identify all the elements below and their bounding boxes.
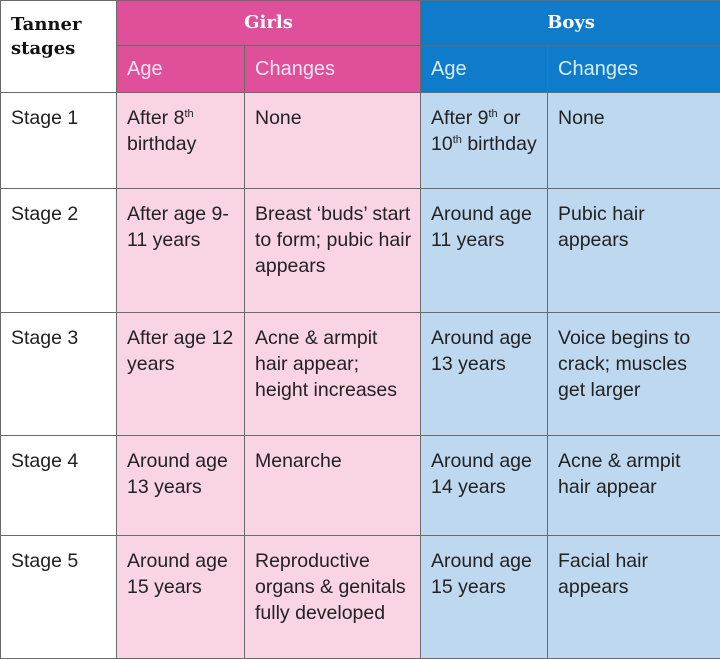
- age-text-pre: Around age 15 years: [431, 550, 532, 598]
- age-text-sup: th: [488, 108, 497, 120]
- boys-age-cell: Around age 14 years: [421, 436, 548, 536]
- boys-changes-header: Changes: [548, 46, 720, 93]
- boys-changes-cell: Pubic hair appears: [548, 189, 720, 313]
- age-text-pre: After 8: [127, 107, 184, 129]
- age-text-sup2: th: [453, 134, 462, 146]
- girls-changes-text: Reproductive organs & genitals fully dev…: [255, 550, 406, 624]
- girls-header: Girls: [117, 1, 421, 46]
- stage-label: Stage 2: [11, 203, 78, 225]
- age-text-pre: Around age 15 years: [127, 550, 228, 598]
- girls-changes-text: Menarche: [255, 450, 342, 472]
- stage-cell: Stage 2: [1, 189, 117, 313]
- stage-label: Stage 4: [11, 450, 78, 472]
- age-text-sup: th: [184, 108, 193, 120]
- boys-changes-cell: None: [548, 93, 720, 189]
- girls-age-header: Age: [117, 46, 245, 93]
- age-text-post: birthday: [462, 133, 537, 155]
- girls-changes-cell: Reproductive organs & genitals fully dev…: [245, 536, 421, 659]
- boys-age-cell: Around age 15 years: [421, 536, 548, 659]
- stage-cell: Stage 5: [1, 536, 117, 659]
- age-text-pre: Around age 13 years: [127, 450, 228, 498]
- age-text-pre: Around age 11 years: [431, 203, 532, 251]
- boys-changes-cell: Voice begins to crack; muscles get large…: [548, 313, 720, 436]
- girls-age-cell: Around age 13 years: [117, 436, 245, 536]
- girls-changes-text: None: [255, 107, 302, 129]
- girls-changes-cell: Menarche: [245, 436, 421, 536]
- boys-changes-text: Facial hair appears: [558, 550, 648, 598]
- girls-age-cell: After age 12 years: [117, 313, 245, 436]
- tanner-stages-header: Tanner stages: [1, 1, 117, 93]
- girls-changes-cell: Breast ‘buds’ start to form; pubic hair …: [245, 189, 421, 313]
- boys-age-cell: Around age 13 years: [421, 313, 548, 436]
- boys-header: Boys: [421, 1, 720, 46]
- girls-age-cell: After age 9-11 years: [117, 189, 245, 313]
- boys-age-cell: After 9th or 10th birthday: [421, 93, 548, 189]
- age-text-pre: Around age 14 years: [431, 450, 532, 498]
- girls-changes-text: Acne & armpit hair appear; height increa…: [255, 327, 397, 401]
- table-row: Stage 5 Around age 15 years Reproductive o…: [1, 536, 720, 659]
- girls-changes-header: Changes: [245, 46, 421, 93]
- girls-changes-text: Breast ‘buds’ start to form; pubic hair …: [255, 203, 411, 277]
- boys-changes-text: Acne & armpit hair appear: [558, 450, 680, 498]
- age-text-pre: After age 9-11 years: [127, 203, 229, 251]
- table-row: Stage 4 Around age 13 years Menarche Around…: [1, 436, 720, 536]
- girls-changes-cell: Acne & armpit hair appear; height increa…: [245, 313, 421, 436]
- boys-changes-text: Pubic hair appears: [558, 203, 645, 251]
- boys-age-cell: Around age 11 years: [421, 189, 548, 313]
- stage-cell: Stage 3: [1, 313, 117, 436]
- girls-changes-cell: None: [245, 93, 421, 189]
- stage-label: Stage 1: [11, 107, 78, 129]
- stage-cell: Stage 4: [1, 436, 117, 536]
- stage-label: Stage 3: [11, 327, 78, 349]
- stage-label: Stage 5: [11, 550, 78, 572]
- stage-cell: Stage 1: [1, 93, 117, 189]
- boys-changes-cell: Acne & armpit hair appear: [548, 436, 720, 536]
- table-row: Stage 3 After age 12 years Acne & armpit h…: [1, 313, 720, 436]
- age-text-pre: After age 12 years: [127, 327, 233, 375]
- age-text-post: birthday: [127, 133, 196, 155]
- girls-age-cell: After 8th birthday: [117, 93, 245, 189]
- boys-changes-text: Voice begins to crack; muscles get large…: [558, 327, 690, 401]
- boys-changes-cell: Facial hair appears: [548, 536, 720, 659]
- girls-age-cell: Around age 15 years: [117, 536, 245, 659]
- boys-changes-text: None: [558, 107, 605, 129]
- age-text-pre: Around age 13 years: [431, 327, 532, 375]
- boys-age-header: Age: [421, 46, 548, 93]
- table-row: Stage 2 After age 9-11 years Breast ‘buds’…: [1, 189, 720, 313]
- age-text-pre: After 9: [431, 107, 488, 129]
